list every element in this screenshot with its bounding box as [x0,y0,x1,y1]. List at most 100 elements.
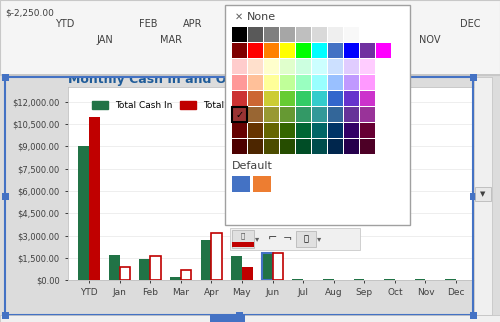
Bar [264,107,279,122]
Bar [312,27,327,42]
Bar [232,59,247,74]
Text: NOV: NOV [419,35,441,45]
Text: ✕: ✕ [235,12,243,22]
Text: Monthly Cash In and O: Monthly Cash In and O [68,73,226,86]
Bar [344,43,359,58]
Bar [344,59,359,74]
Text: $-2,250.00: $-2,250.00 [5,8,54,17]
Bar [248,75,263,90]
Bar [232,230,254,248]
Bar [360,59,375,74]
Bar [232,123,247,138]
Text: Default: Default [232,161,273,171]
Text: APR: APR [183,19,203,29]
Text: ¬: ¬ [282,234,292,244]
Bar [446,279,456,280]
Bar [296,107,311,122]
Bar [312,139,327,154]
Bar [264,43,279,58]
Text: DEC: DEC [460,19,480,29]
Bar [296,43,311,58]
Bar [232,75,247,90]
Text: YTD: YTD [56,19,74,29]
Bar [344,75,359,90]
Bar [253,176,271,192]
Text: ▾: ▾ [317,234,321,243]
Bar [109,255,120,280]
Bar [470,312,477,319]
Bar [264,91,279,106]
Bar [296,27,311,42]
Bar [231,256,242,280]
Bar [236,312,243,319]
Bar [384,279,395,280]
Bar [344,91,359,106]
Bar [280,91,295,106]
Bar [312,43,327,58]
Bar [264,139,279,154]
Bar [212,232,222,280]
Legend: Total Cash In, Total: Total Cash In, Total [88,97,228,114]
Bar [212,232,222,280]
Bar [296,91,311,106]
Text: JAN: JAN [96,35,114,45]
Bar [232,27,247,42]
Bar [280,75,295,90]
Text: ⬛: ⬛ [241,233,245,239]
Bar [232,107,247,122]
Text: ⌐: ⌐ [268,234,276,244]
Bar [150,256,161,280]
Text: ▼: ▼ [480,191,486,197]
Bar [248,123,263,138]
Bar [264,27,279,42]
Bar [344,107,359,122]
Bar [312,123,327,138]
Bar [360,107,375,122]
Bar [296,139,311,154]
Bar [474,77,492,315]
Bar [470,74,477,81]
Bar [272,253,283,280]
Bar [2,74,9,81]
Bar [232,107,247,122]
Bar [232,91,247,106]
Bar [0,315,500,322]
Bar [344,139,359,154]
Text: 📊: 📊 [304,234,308,243]
Bar [232,139,247,154]
Bar [280,123,295,138]
Bar [328,107,343,122]
Bar [248,107,263,122]
Bar [360,123,375,138]
Bar [292,279,303,280]
Bar [232,176,250,192]
Bar [328,123,343,138]
Bar [248,91,263,106]
Bar [0,74,500,75]
Text: None: None [247,12,276,22]
Bar [328,139,343,154]
Bar [344,27,359,42]
Bar [328,75,343,90]
Bar [242,267,252,280]
Bar [89,117,100,280]
Bar [360,75,375,90]
Bar [328,27,343,42]
Bar [360,91,375,106]
Bar [170,277,180,280]
Bar [0,0,500,75]
Bar [280,59,295,74]
Text: FEB: FEB [139,19,157,29]
Bar [2,193,9,200]
Text: ▾: ▾ [255,234,259,243]
Bar [236,74,243,81]
Bar [328,91,343,106]
Text: MAR: MAR [160,35,182,45]
Bar [210,315,245,322]
Bar [280,27,295,42]
Bar [360,43,375,58]
Bar [415,279,426,280]
Bar [360,139,375,154]
Bar [140,259,150,280]
Bar [296,231,316,247]
